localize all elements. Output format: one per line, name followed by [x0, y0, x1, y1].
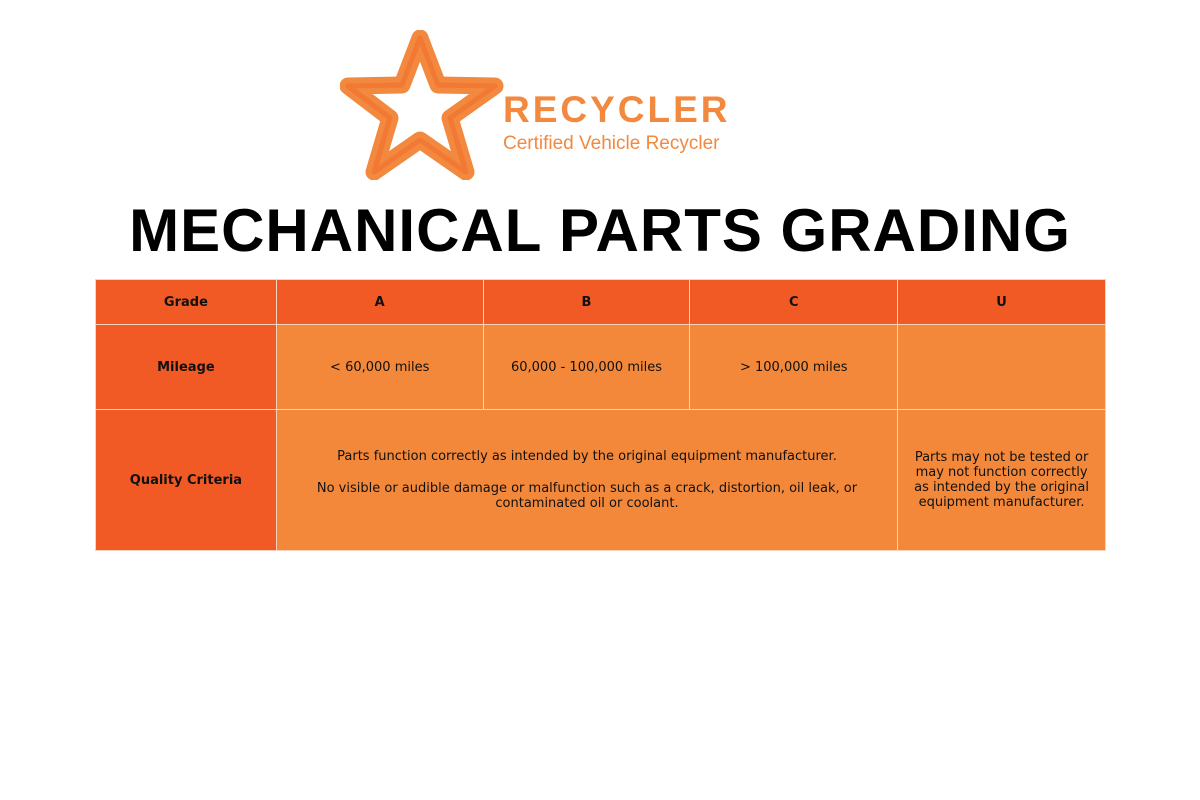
- mileage-a: < 60,000 miles: [275, 324, 484, 410]
- mileage-c: > 100,000 miles: [689, 324, 899, 410]
- quality-label: Quality Criteria: [95, 409, 277, 551]
- header-u: U: [897, 279, 1106, 325]
- quality-u: Parts may not be tested or may not funct…: [897, 409, 1106, 551]
- quality-abc-line1: Parts function correctly as intended by …: [337, 449, 837, 464]
- brand-tagline: Certified Vehicle Recycler: [503, 133, 720, 154]
- header-grade: Grade: [95, 279, 277, 325]
- quality-abc-line2: No visible or audible damage or malfunct…: [316, 481, 858, 511]
- header-a: A: [275, 279, 484, 325]
- header-c: C: [689, 279, 899, 325]
- brand-name: RECYCLER: [503, 89, 731, 130]
- quality-abc: Parts function correctly as intended by …: [275, 409, 899, 551]
- quality-row: Quality Criteria Parts function correctl…: [95, 409, 1106, 551]
- header-row: Grade A B C U: [95, 279, 1106, 325]
- mileage-row: Mileage < 60,000 miles 60,000 - 100,000 …: [95, 324, 1106, 410]
- mileage-u: [897, 324, 1106, 410]
- mileage-label: Mileage: [95, 324, 277, 410]
- page-title: MECHANICAL PARTS GRADING: [129, 197, 1071, 264]
- header-b: B: [482, 279, 691, 325]
- recycle-star-icon: [340, 30, 504, 180]
- grading-table: Grade A B C U Mileage < 60,000 miles 60,…: [95, 279, 1106, 551]
- mileage-b: 60,000 - 100,000 miles: [482, 324, 691, 410]
- logo: RECYCLER Certified Vehicle Recycler: [340, 30, 770, 180]
